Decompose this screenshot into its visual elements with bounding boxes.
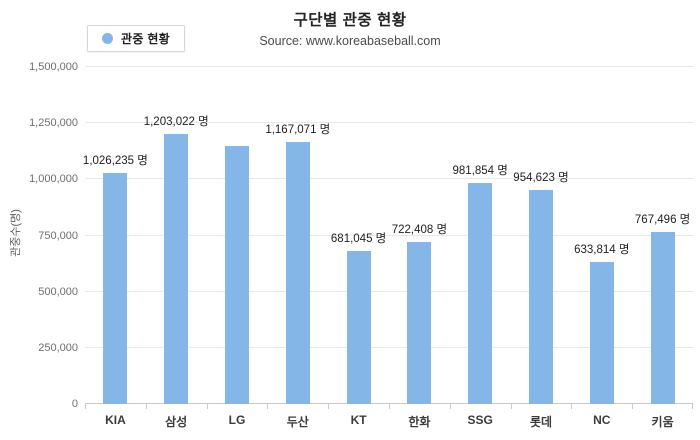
x-axis-tick	[692, 404, 693, 409]
y-axis-tick-label: 750,000	[38, 229, 78, 242]
legend-label: 관중 현황	[121, 32, 170, 46]
bar-LG[interactable]	[224, 146, 249, 404]
bar-slot: 981,854 명 SSG	[450, 67, 511, 427]
y-axis-tick-label: 0	[71, 398, 78, 410]
bar-한화[interactable]	[407, 241, 432, 404]
gridline	[85, 290, 693, 292]
bar-value-label: 954,623 명	[513, 171, 569, 184]
gridline	[85, 66, 693, 67]
x-axis-category-label: 키움	[651, 415, 674, 429]
y-axis-tick-labels: 0 250,000 500,000 750,000 1,000,000 1,250,000…	[0, 61, 78, 410]
x-axis-tick	[206, 404, 208, 409]
gridline	[85, 346, 693, 348]
x-axis-tick	[571, 404, 573, 409]
bar-두산[interactable]	[285, 141, 310, 404]
x-axis-category-label: KT	[350, 413, 367, 427]
bar-value-label: 1,203,022 명	[143, 115, 209, 128]
chart-source: Source: www.koreabaseball.com	[259, 34, 441, 48]
bar-value-label: 1,026,235 명	[82, 155, 148, 168]
gridline	[85, 178, 693, 180]
x-axis-tick	[328, 404, 330, 409]
x-axis-category-label: 두산	[286, 415, 309, 429]
bar-slot: 633,814 명 NC	[571, 67, 632, 427]
y-axis-tick-label: 1,000,000	[29, 173, 78, 186]
bar-value-label: 681,045 명	[330, 233, 387, 245]
x-axis-category-label: KIA	[105, 413, 126, 427]
bar-slot: LG	[207, 67, 268, 427]
x-axis-category-label: NC	[593, 413, 611, 427]
bar-KT[interactable]	[346, 251, 371, 404]
x-axis-category-label: 삼성	[165, 415, 188, 429]
x-axis-tick	[267, 404, 269, 409]
bar-slot: 1,026,235 명 KIA	[82, 67, 148, 427]
bar-삼성[interactable]	[164, 133, 189, 404]
bar-value-label: 981,854 명	[452, 165, 508, 178]
bar-KIA[interactable]	[103, 173, 128, 404]
bar-NC[interactable]	[589, 261, 614, 404]
x-axis-category-label: LG	[228, 413, 246, 427]
x-axis-line	[85, 403, 693, 404]
x-axis-category-label: 롯데	[529, 415, 553, 429]
x-axis-tick	[632, 404, 634, 409]
x-axis-category-label: SSG	[467, 413, 493, 427]
legend-marker-icon	[102, 33, 113, 44]
bar-SSG[interactable]	[468, 183, 493, 404]
bar-value-label: 633,814 명	[574, 243, 630, 256]
gridline	[85, 122, 693, 124]
x-axis-category-label: 한화	[408, 415, 431, 429]
x-axis-tick	[389, 404, 390, 409]
y-axis-tick-label: 1,500,000	[29, 61, 78, 73]
bar-value-label: 722,408 명	[391, 223, 448, 236]
y-axis-tick-label: 250,000	[38, 341, 78, 354]
gridline	[85, 234, 693, 236]
bar-value-label: 1,167,071 명	[265, 123, 331, 136]
bar-키움[interactable]	[650, 231, 675, 404]
y-axis-tick-label: 500,000	[38, 285, 78, 298]
x-axis-tick	[85, 404, 86, 409]
bar-value-label: 767,496 명	[634, 213, 691, 226]
bar-slot: 681,045 명 KT	[328, 67, 389, 427]
x-axis-tick	[510, 404, 512, 409]
legend[interactable]: 관중 현황	[87, 25, 185, 52]
x-axis-tick	[449, 404, 451, 409]
bar-롯데[interactable]	[528, 189, 553, 404]
x-axis-tick	[145, 404, 147, 409]
y-axis-tick-label: 1,250,000	[29, 117, 78, 130]
chart-title: 구단별 관중 현황	[293, 12, 407, 29]
